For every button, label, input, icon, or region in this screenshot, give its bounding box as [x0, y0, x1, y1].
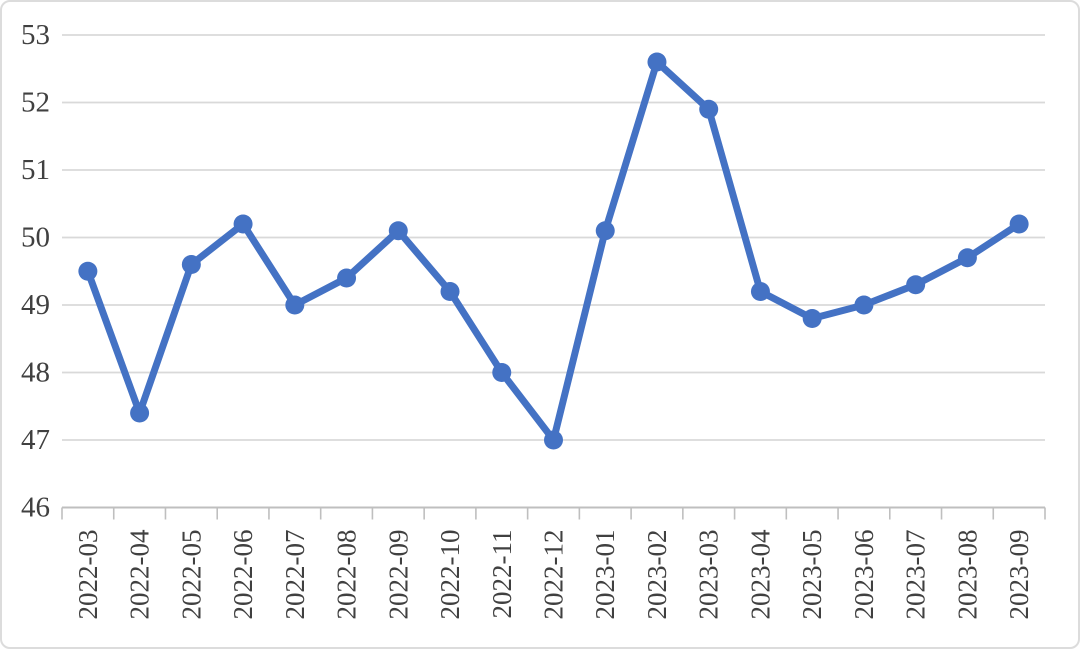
- data-point-marker: [492, 363, 512, 382]
- x-axis-tick-label: 2022-10: [435, 530, 465, 620]
- data-point-marker: [130, 403, 150, 423]
- x-axis-tick-label: 2022-12: [539, 530, 569, 620]
- data-point-marker: [750, 282, 770, 301]
- data-point-marker: [544, 430, 563, 450]
- x-axis-tick-label: 2023-05: [797, 530, 827, 620]
- y-axis-tick-label: 50: [21, 222, 50, 254]
- data-point-marker: [647, 52, 667, 72]
- data-point-marker: [595, 221, 615, 241]
- x-axis-tick-label: 2022-08: [332, 530, 362, 620]
- x-axis-tick-label: 2022-07: [280, 530, 310, 620]
- x-axis-tick-label: 2023-08: [952, 530, 982, 620]
- x-axis-tick-label: 2023-02: [642, 530, 672, 620]
- data-point-marker: [285, 295, 305, 315]
- x-axis-tick-label: 2023-01: [590, 530, 620, 620]
- data-point-marker: [1009, 214, 1029, 234]
- x-axis-tick-label: 2022-11: [487, 530, 517, 619]
- series-line: [84, 58, 1023, 444]
- data-point-marker: [388, 221, 408, 241]
- y-axis-tick-label: 53: [21, 19, 50, 51]
- data-point-marker: [233, 214, 253, 234]
- y-axis-tick-label: 46: [21, 492, 50, 524]
- x-axis-tick-label: 2022-06: [228, 530, 258, 620]
- y-axis-tick-label: 51: [21, 154, 50, 186]
- y-axis-tick-label: 49: [21, 289, 50, 321]
- data-point-marker: [854, 295, 874, 315]
- x-axis-tick-label: 2023-03: [694, 530, 724, 620]
- data-point-marker: [78, 261, 98, 281]
- data-point-marker: [957, 248, 977, 268]
- y-axis-tick-label: 48: [21, 357, 50, 389]
- data-point-marker: [337, 268, 357, 288]
- data-point-marker: [699, 99, 719, 119]
- x-axis-tick-label: 2022-03: [73, 530, 103, 620]
- y-axis-tick-label: 47: [21, 424, 50, 456]
- data-point-marker: [906, 275, 926, 295]
- data-point-marker: [181, 255, 201, 274]
- data-point-marker: [440, 282, 460, 301]
- x-axis-tick-label: 2022-09: [383, 530, 413, 620]
- data-point-marker: [802, 309, 822, 328]
- x-axis-tick-label: 2022-04: [125, 529, 155, 619]
- y-axis-tick-label: 52: [21, 87, 50, 119]
- x-axis-tick-label: 2023-09: [1004, 530, 1034, 620]
- x-axis-tick-label: 2023-06: [849, 530, 879, 620]
- x-axis-tick-label: 2022-05: [176, 530, 206, 620]
- x-axis-tick-label: 2023-04: [745, 529, 775, 619]
- x-axis-tick-label: 2023-07: [901, 530, 931, 620]
